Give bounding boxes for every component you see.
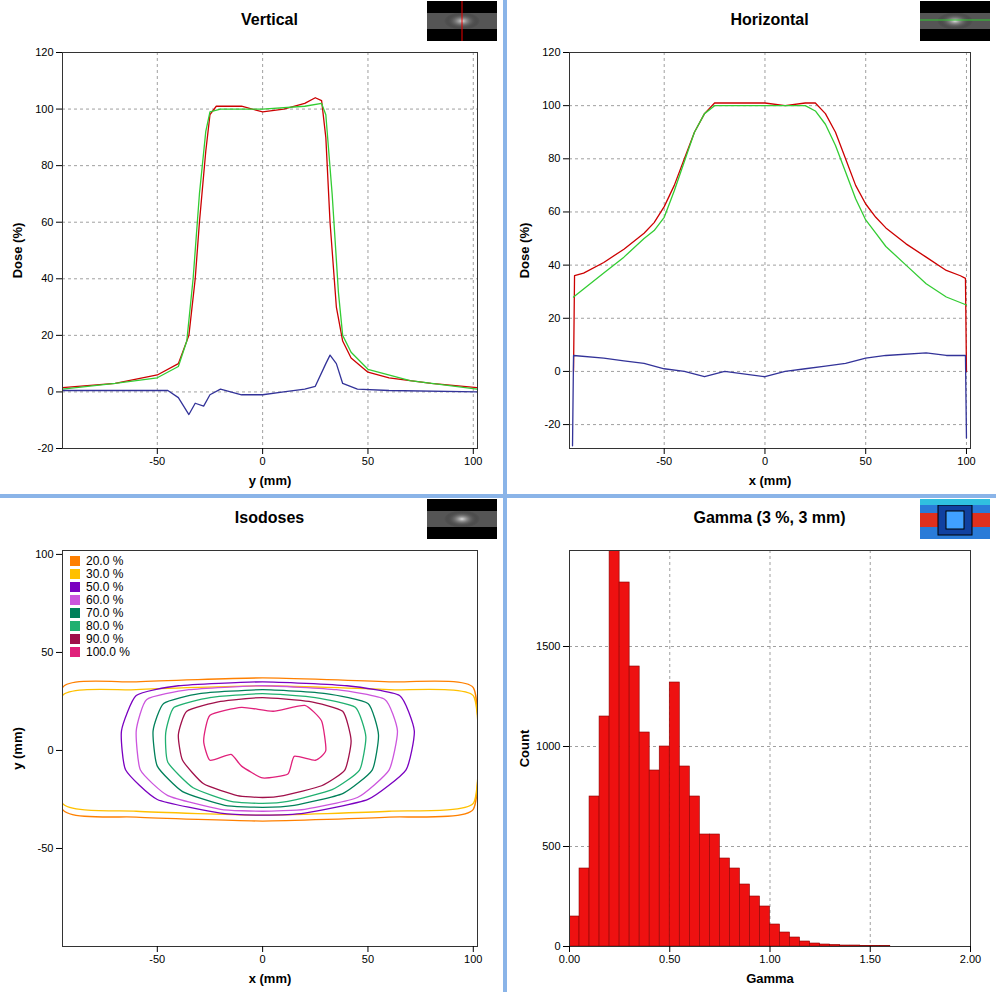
svg-text:40: 40 [548,259,560,271]
svg-text:0: 0 [260,455,266,467]
svg-text:0.50: 0.50 [659,953,680,965]
svg-text:0.00: 0.00 [559,953,580,965]
svg-text:1500: 1500 [536,640,560,652]
html-text:Gamma (3 %, 3 mm): Gamma (3 %, 3 mm) [693,509,846,526]
html-text:50.0 %: 50.0 % [86,580,124,594]
svg-text:1.50: 1.50 [860,953,881,965]
svg-text:100: 100 [542,99,560,111]
svg-text:-20: -20 [38,442,54,454]
svg-text:80: 80 [548,152,560,164]
svg-text:50: 50 [362,953,374,965]
html-text:Horizontal: Horizontal [730,11,809,28]
html-text:60.0 %: 60.0 % [86,593,124,607]
svg-text:x (mm): x (mm) [249,971,292,986]
svg-text:0: 0 [47,385,53,397]
svg-text:40: 40 [41,272,53,284]
svg-text:Gamma: Gamma [746,971,794,986]
svg-text:y (mm): y (mm) [10,727,25,770]
svg-text:100: 100 [35,548,53,560]
svg-text:0: 0 [554,365,560,377]
svg-text:Count: Count [517,729,532,767]
svg-text:-50: -50 [149,953,165,965]
svg-text:1000: 1000 [536,740,560,752]
svg-text:120: 120 [35,46,53,58]
svg-text:-50: -50 [149,455,165,467]
svg-text:-50: -50 [38,842,54,854]
svg-text:60: 60 [548,205,560,217]
svg-text:50: 50 [41,646,53,658]
svg-text:1.00: 1.00 [759,953,780,965]
html-text:100.0 %: 100.0 % [86,645,130,659]
html-text:30.0 %: 30.0 % [86,567,124,581]
svg-text:-50: -50 [656,455,672,467]
svg-text:0: 0 [762,455,768,467]
svg-text:0: 0 [260,953,266,965]
svg-text:100: 100 [957,455,975,467]
svg-text:x (mm): x (mm) [749,473,792,488]
svg-text:100: 100 [464,953,482,965]
svg-text:-20: -20 [545,418,561,430]
html-text:70.0 %: 70.0 % [86,606,124,620]
svg-text:y (mm): y (mm) [249,473,292,488]
svg-text:100: 100 [35,103,53,115]
svg-text:0: 0 [554,940,560,952]
svg-text:20: 20 [548,312,560,324]
html-text:20.0 %: 20.0 % [86,554,124,568]
svg-text:2.00: 2.00 [960,953,981,965]
svg-text:0: 0 [47,744,53,756]
svg-text:60: 60 [41,216,53,228]
svg-text:500: 500 [542,840,560,852]
html-text:Vertical: Vertical [241,11,298,28]
svg-text:Dose (%): Dose (%) [517,223,532,279]
html-text:Isodoses: Isodoses [234,509,305,526]
html-text:90.0 %: 90.0 % [86,632,124,646]
svg-text:20: 20 [41,329,53,341]
svg-text:Dose (%): Dose (%) [10,223,25,279]
svg-text:50: 50 [362,455,374,467]
svg-text:80: 80 [41,159,53,171]
html-text:80.0 %: 80.0 % [86,619,124,633]
svg-text:100: 100 [464,455,482,467]
svg-text:120: 120 [542,46,560,58]
svg-text:50: 50 [860,455,872,467]
